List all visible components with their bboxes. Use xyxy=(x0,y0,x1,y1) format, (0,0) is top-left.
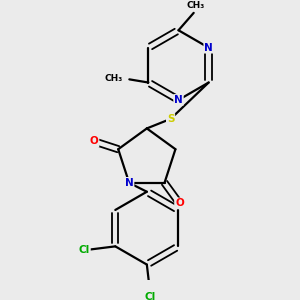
Text: CH₃: CH₃ xyxy=(186,2,204,10)
Text: N: N xyxy=(204,43,213,53)
Text: Cl: Cl xyxy=(79,244,90,254)
Text: O: O xyxy=(90,136,98,146)
Text: N: N xyxy=(125,178,134,188)
Text: N: N xyxy=(174,95,183,105)
Text: Cl: Cl xyxy=(144,292,156,300)
Text: S: S xyxy=(167,114,174,124)
Text: O: O xyxy=(175,198,184,208)
Text: CH₃: CH₃ xyxy=(104,74,122,82)
